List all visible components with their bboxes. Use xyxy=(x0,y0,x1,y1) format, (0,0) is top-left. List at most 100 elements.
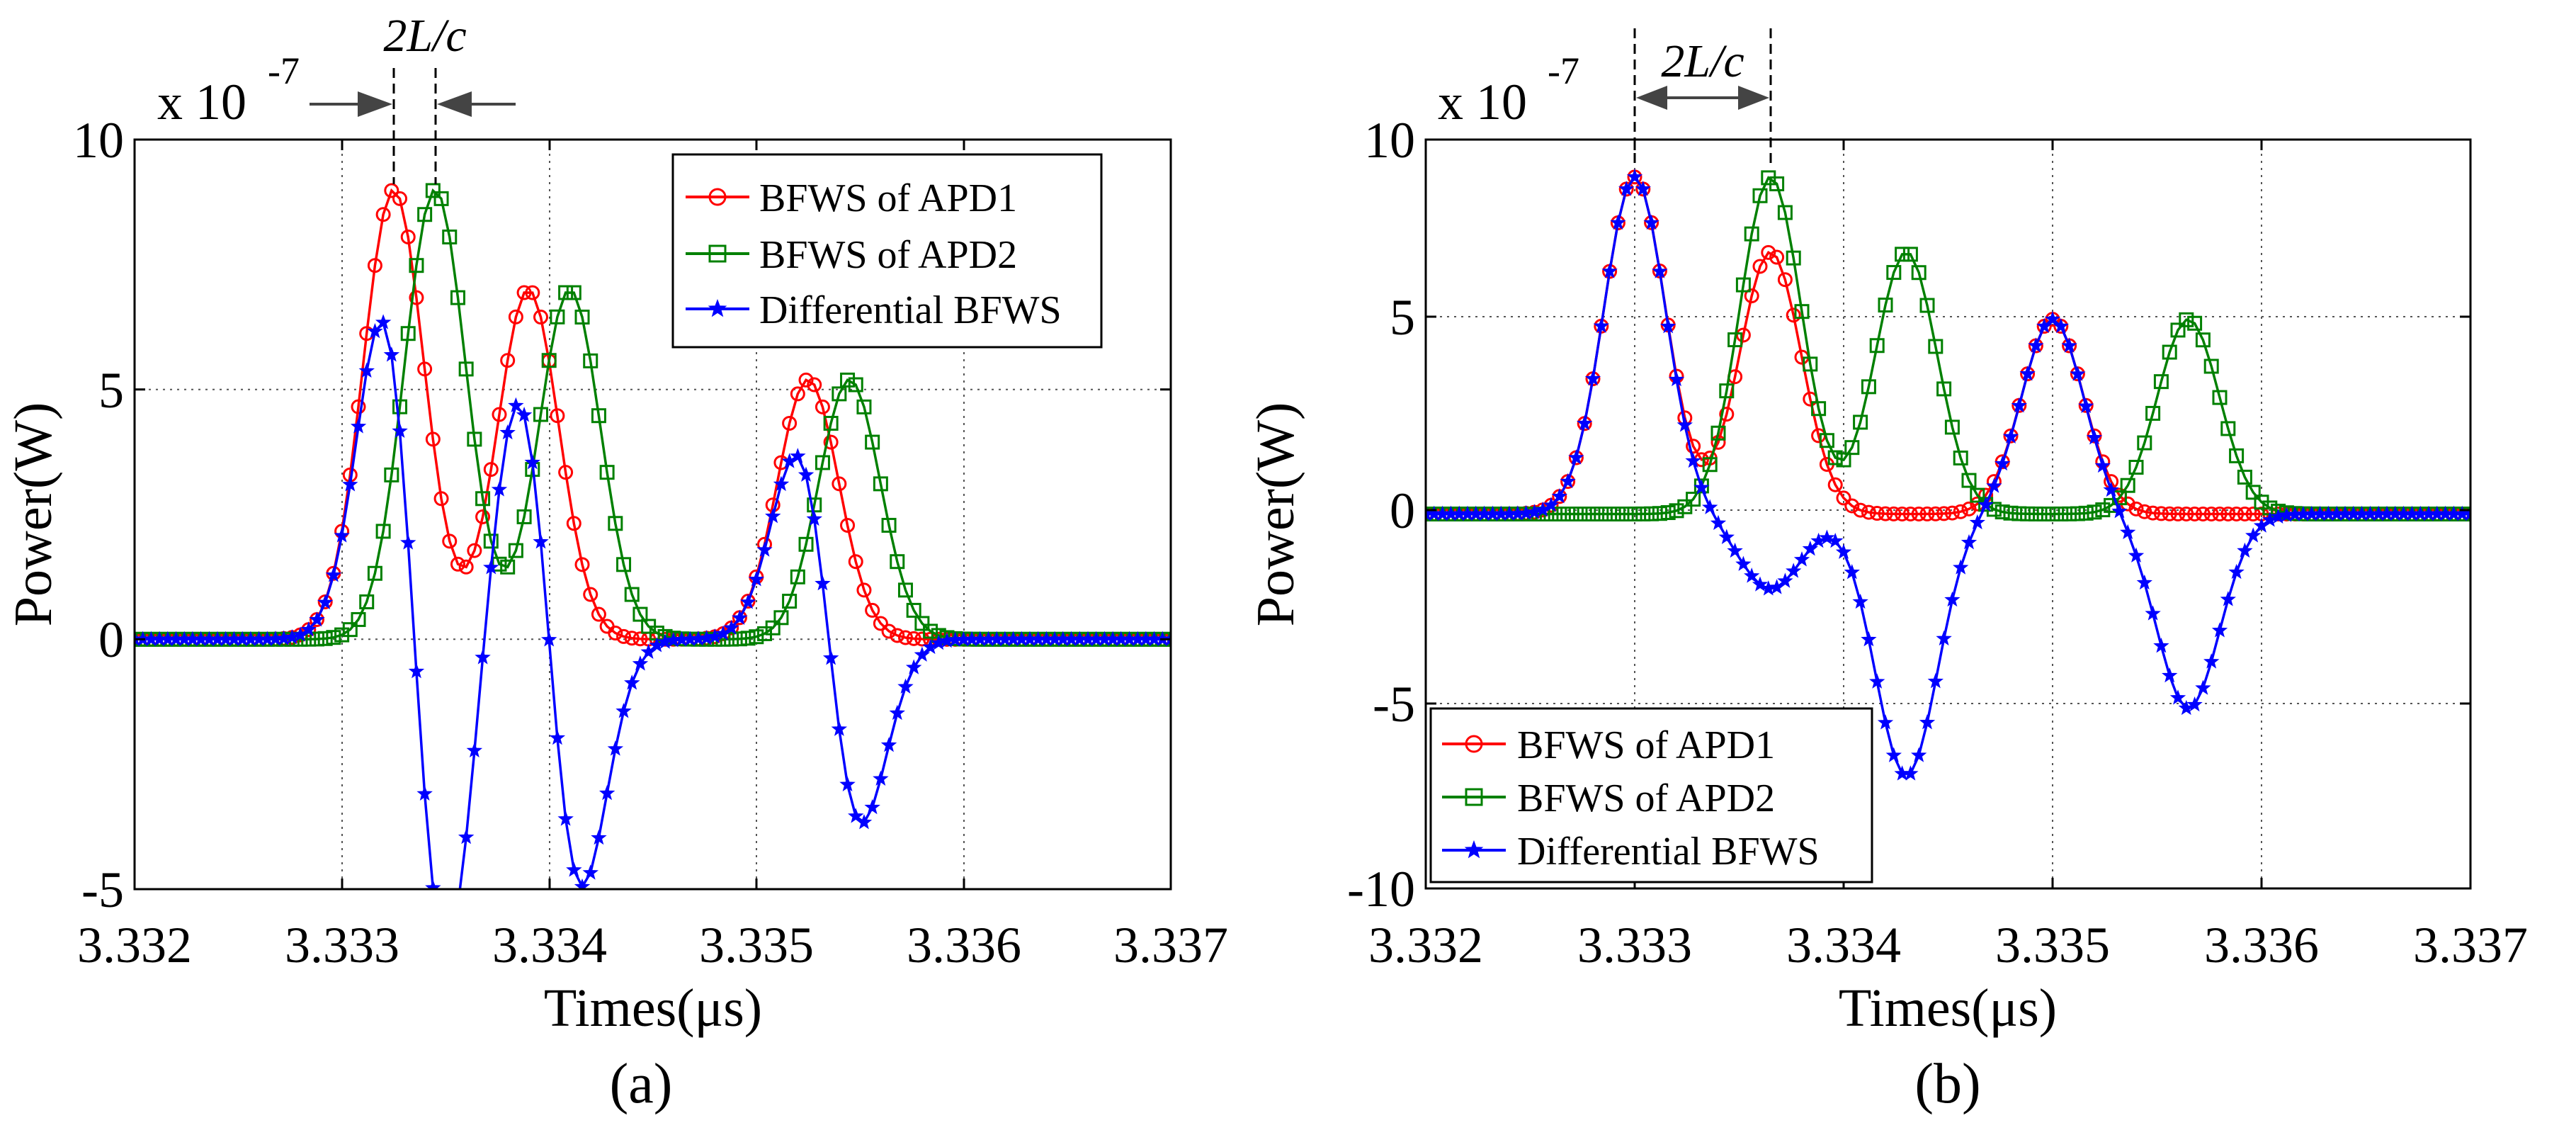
data-point xyxy=(574,310,590,325)
y-tick-label: -5 xyxy=(81,862,124,918)
y-ticks-b xyxy=(1426,315,2470,705)
data-point xyxy=(749,629,764,645)
data-point xyxy=(524,454,540,470)
data-point xyxy=(2078,397,2094,413)
y-tick-labels-b: 10 5 0 -5 -10 xyxy=(1347,112,1415,917)
data-point xyxy=(848,377,863,393)
data-point xyxy=(1718,529,1735,544)
data-point xyxy=(2062,506,2077,521)
data-point xyxy=(1552,507,1567,521)
data-point xyxy=(442,229,458,244)
data-point xyxy=(1861,379,1876,395)
data-point xyxy=(2187,506,2203,521)
data-point xyxy=(1735,327,1751,343)
data-point xyxy=(467,431,482,447)
data-point xyxy=(2120,524,2136,540)
x-tick-label: 3.335 xyxy=(699,917,814,973)
data-point xyxy=(1836,490,1851,506)
legend-label: BFWS of APD2 xyxy=(1517,777,1775,820)
data-point xyxy=(865,434,880,450)
data-point xyxy=(1744,288,1759,304)
annotation-2lc-a: 2L/c xyxy=(310,10,516,184)
data-point xyxy=(2229,448,2245,463)
data-point xyxy=(1928,339,1944,354)
y-tick-labels-a: 10 5 0 -5 xyxy=(73,112,124,918)
data-point xyxy=(1919,506,1935,521)
data-point xyxy=(2136,574,2152,590)
data-point xyxy=(400,326,416,341)
data-point xyxy=(1735,277,1751,293)
data-point xyxy=(1568,507,1584,521)
data-point xyxy=(334,527,350,543)
data-point xyxy=(1610,506,1625,521)
exponent-power: -7 xyxy=(1548,50,1579,92)
y-axis-label-a: Power(W) xyxy=(4,402,63,627)
data-point xyxy=(400,229,416,244)
data-point xyxy=(773,475,790,492)
data-point xyxy=(1919,298,1935,313)
data-point xyxy=(549,729,566,745)
data-point xyxy=(1978,496,1994,512)
data-point xyxy=(873,616,888,631)
data-point xyxy=(2103,481,2119,497)
data-point xyxy=(1895,506,1910,521)
x-axis-label-a: Times(μs) xyxy=(544,978,762,1038)
data-point xyxy=(2044,310,2061,327)
data-point xyxy=(2012,506,2027,521)
axes-frame-a xyxy=(133,138,1172,891)
x-tick-label: 3.332 xyxy=(77,917,192,973)
data-point xyxy=(433,491,449,507)
data-point xyxy=(458,559,474,575)
data-point xyxy=(2153,506,2169,521)
data-point xyxy=(1644,506,1659,521)
data-point xyxy=(566,516,581,531)
data-point xyxy=(434,932,448,945)
data-point xyxy=(392,399,408,414)
data-point xyxy=(1652,263,1668,278)
data-point xyxy=(2011,397,2027,413)
data-point xyxy=(417,361,433,377)
data-point xyxy=(467,543,482,558)
legend-item: BFWS of APD1 xyxy=(686,176,1017,220)
data-point xyxy=(1953,504,1968,519)
data-point xyxy=(1936,630,1952,646)
legend-item: Differential BFWS xyxy=(686,288,1062,332)
data-point xyxy=(2237,469,2252,485)
data-point xyxy=(2179,312,2194,327)
data-point xyxy=(409,258,424,273)
data-point xyxy=(790,448,806,463)
data-point xyxy=(790,386,805,402)
data-point xyxy=(1936,506,1952,521)
data-point xyxy=(1618,181,1635,196)
data-point xyxy=(2179,506,2194,521)
exponent-base: x 10 xyxy=(157,74,246,130)
data-point xyxy=(1686,439,1701,454)
plot-area-b xyxy=(1426,169,2470,781)
legend-item: BFWS of APD2 xyxy=(1442,777,1775,820)
data-point xyxy=(2195,332,2211,348)
data-point xyxy=(326,630,341,645)
data-point xyxy=(890,628,905,643)
data-point xyxy=(1902,765,1919,781)
data-point xyxy=(516,509,532,524)
data-point xyxy=(384,183,399,198)
data-point xyxy=(2028,337,2044,353)
data-point xyxy=(740,631,756,646)
data-point xyxy=(383,346,400,362)
data-point xyxy=(807,377,822,393)
data-point xyxy=(1652,506,1667,521)
data-point xyxy=(2203,506,2219,521)
data-point xyxy=(384,467,399,482)
data-point xyxy=(1886,265,1902,281)
data-point xyxy=(765,508,781,524)
data-point xyxy=(550,309,565,324)
data-point xyxy=(815,455,830,470)
data-point xyxy=(483,533,499,549)
data-point xyxy=(1710,425,1726,441)
data-point xyxy=(475,509,491,524)
data-point xyxy=(317,631,333,646)
data-point xyxy=(2086,429,2103,445)
data-point xyxy=(1794,304,1810,320)
data-point xyxy=(325,567,342,582)
plot-area-a xyxy=(135,183,1171,945)
